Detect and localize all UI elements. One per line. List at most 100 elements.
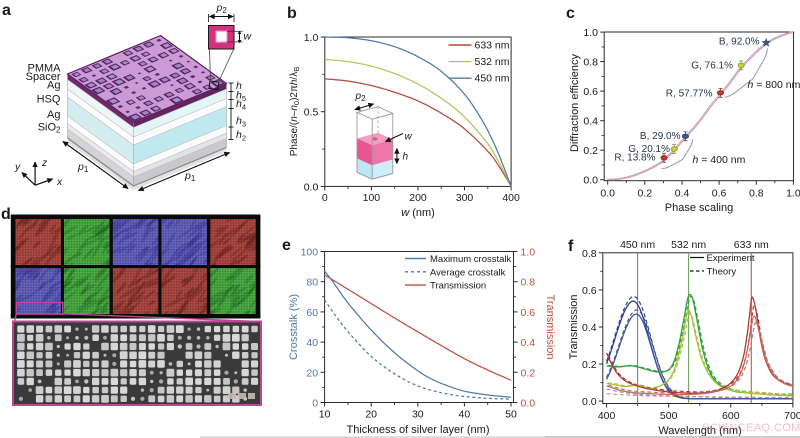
- svg-text:c: c: [566, 5, 575, 22]
- svg-text:1.0: 1.0: [304, 32, 319, 44]
- svg-text:600: 600: [722, 410, 740, 422]
- svg-text:60: 60: [306, 307, 318, 319]
- svg-text:80: 80: [306, 277, 318, 289]
- svg-text:p2: p2: [216, 2, 228, 15]
- svg-text:B, 29.0%: B, 29.0%: [640, 131, 681, 142]
- svg-text:1.0: 1.0: [786, 188, 800, 200]
- svg-text:0.2: 0.2: [582, 359, 597, 371]
- svg-text:Thickness of silver layer (nm): Thickness of silver layer (nm): [346, 424, 489, 436]
- svg-text:e: e: [282, 237, 291, 254]
- svg-text:h: h: [236, 80, 242, 92]
- svg-text:30: 30: [412, 409, 424, 421]
- svg-text:a: a: [2, 2, 11, 19]
- svg-text:0.4: 0.4: [582, 322, 597, 334]
- svg-text:0.2: 0.2: [583, 145, 598, 157]
- svg-text:w (nm): w (nm): [401, 207, 435, 219]
- svg-text:Crosstalk (%): Crosstalk (%): [288, 294, 300, 360]
- svg-text:b: b: [287, 5, 297, 22]
- svg-text:p2: p2: [355, 91, 367, 103]
- svg-text:450 nm: 450 nm: [620, 239, 655, 251]
- svg-text:100: 100: [301, 247, 319, 259]
- svg-text:Spacer: Spacer: [26, 71, 61, 83]
- svg-text:10: 10: [319, 409, 331, 421]
- svg-text:0.6: 0.6: [583, 86, 598, 98]
- svg-text:Transmission: Transmission: [568, 295, 580, 360]
- svg-text:0.0: 0.0: [304, 181, 319, 193]
- svg-text:h: h: [403, 152, 409, 163]
- svg-text:0: 0: [312, 398, 318, 410]
- svg-text:0.8: 0.8: [582, 248, 597, 260]
- svg-text:40: 40: [306, 337, 318, 349]
- svg-text:0.0: 0.0: [583, 175, 598, 187]
- svg-text:50: 50: [505, 409, 517, 421]
- svg-text:h2: h2: [236, 129, 246, 143]
- svg-text:0.0: 0.0: [521, 398, 536, 410]
- svg-text:h3: h3: [236, 115, 246, 129]
- svg-text:Diffraction efficiency: Diffraction efficiency: [569, 53, 581, 152]
- svg-text:450 nm: 450 nm: [475, 73, 510, 85]
- svg-text:w: w: [405, 132, 413, 143]
- svg-text:500: 500: [660, 410, 678, 422]
- svg-text:Transmission: Transmission: [544, 295, 556, 360]
- svg-text:SCIENCEAQ.COM: SCIENCEAQ.COM: [702, 422, 800, 434]
- svg-text:40: 40: [459, 409, 471, 421]
- svg-text:0.4: 0.4: [521, 337, 536, 349]
- svg-text:400: 400: [598, 410, 616, 422]
- svg-text:h5: h5: [236, 90, 246, 104]
- svg-text:Wavelength (nm): Wavelength (nm): [658, 425, 741, 437]
- svg-text:0.2: 0.2: [637, 188, 652, 200]
- svg-text:Ag: Ag: [47, 109, 60, 121]
- svg-text:200: 200: [409, 192, 427, 204]
- svg-text:0.4: 0.4: [583, 116, 598, 128]
- svg-text:20: 20: [365, 409, 377, 421]
- svg-text:700: 700: [784, 410, 800, 422]
- svg-text:0.2: 0.2: [521, 367, 536, 379]
- svg-text:Average crosstalk: Average crosstalk: [430, 267, 506, 278]
- svg-text:p1: p1: [184, 170, 196, 183]
- svg-text:p1: p1: [77, 161, 89, 174]
- svg-text:h = 400 nm: h = 400 nm: [693, 154, 746, 166]
- svg-text:Ag: Ag: [47, 80, 60, 92]
- svg-text:400: 400: [502, 192, 520, 204]
- svg-text:0: 0: [322, 192, 328, 204]
- svg-text:SiO2: SiO2: [38, 122, 61, 135]
- svg-text:0.0: 0.0: [582, 396, 597, 408]
- svg-text:0.4: 0.4: [675, 188, 690, 200]
- svg-text:Phase/(n–n0)2πh/λB: Phase/(n–n0)2πh/λB: [289, 67, 301, 156]
- svg-text:x: x: [56, 176, 63, 188]
- svg-text:0.8: 0.8: [749, 188, 764, 200]
- svg-text:R, 57.77%: R, 57.77%: [666, 89, 713, 100]
- svg-text:w: w: [244, 31, 253, 43]
- svg-text:Transmission: Transmission: [430, 281, 486, 292]
- svg-text:1.0: 1.0: [521, 247, 536, 259]
- svg-text:d: d: [1, 206, 11, 223]
- svg-text:Phase scaling: Phase scaling: [665, 202, 734, 214]
- svg-text:20: 20: [306, 367, 318, 379]
- svg-text:0.8: 0.8: [521, 277, 536, 289]
- svg-text:Theory: Theory: [707, 267, 737, 278]
- svg-text:R, 13.8%: R, 13.8%: [614, 153, 655, 164]
- svg-text:0.6: 0.6: [521, 307, 536, 319]
- svg-text:Experiment: Experiment: [707, 253, 755, 264]
- svg-text:h4: h4: [236, 98, 246, 112]
- svg-text:0.6: 0.6: [712, 188, 727, 200]
- svg-text:Maximum crosstalk: Maximum crosstalk: [430, 254, 512, 265]
- svg-text:532 nm: 532 nm: [475, 56, 510, 68]
- svg-text:0.0: 0.0: [600, 188, 615, 200]
- svg-text:532 nm: 532 nm: [671, 239, 706, 251]
- svg-text:G, 20.1%: G, 20.1%: [628, 144, 670, 155]
- svg-text:0.8: 0.8: [583, 57, 598, 69]
- svg-text:633 nm: 633 nm: [734, 239, 769, 251]
- svg-text:HSQ: HSQ: [37, 94, 61, 106]
- svg-text:f: f: [568, 238, 574, 255]
- svg-text:z: z: [41, 157, 48, 169]
- svg-text:G, 76.1%: G, 76.1%: [691, 61, 733, 72]
- svg-text:y: y: [14, 161, 21, 173]
- svg-text:PMMA: PMMA: [28, 63, 62, 75]
- svg-text:B, 92.0%: B, 92.0%: [719, 37, 760, 48]
- svg-text:h = 800 nm: h = 800 nm: [748, 79, 800, 91]
- svg-text:0.5: 0.5: [304, 107, 319, 119]
- svg-text:1.0: 1.0: [583, 27, 598, 39]
- svg-text:300: 300: [456, 192, 474, 204]
- svg-text:633 nm: 633 nm: [475, 40, 510, 52]
